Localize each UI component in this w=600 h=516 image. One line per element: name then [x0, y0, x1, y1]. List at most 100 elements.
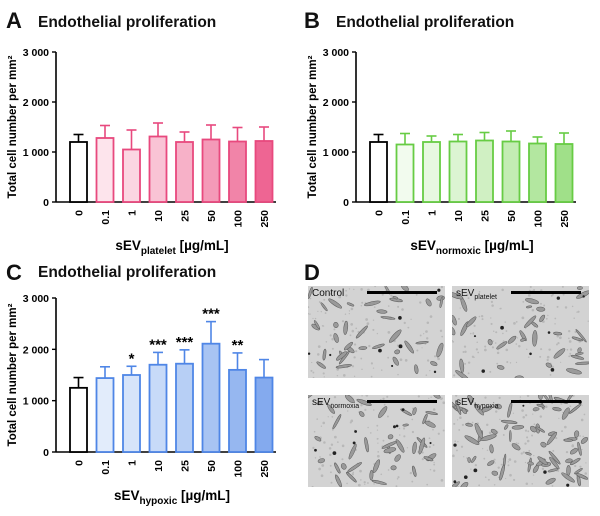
cell-shape [394, 349, 401, 355]
texture-speck [421, 451, 424, 454]
texture-speck [341, 458, 344, 461]
cell-shape [511, 443, 521, 451]
texture-speck [499, 308, 501, 310]
panel-letter-d: D [304, 260, 320, 285]
texture-speck [309, 297, 312, 300]
texture-speck [311, 361, 313, 364]
cell-shape [376, 309, 388, 314]
bar [201, 138, 221, 203]
texture-speck [493, 458, 496, 461]
texture-speck [496, 362, 499, 365]
texture-speck [463, 456, 465, 458]
x-tick-label: 100 [233, 210, 245, 228]
texture-speck [532, 413, 534, 415]
texture-speck [361, 368, 363, 371]
texture-speck [549, 374, 552, 376]
y-axis-label: Total cell number per mm² [307, 55, 319, 198]
dark-spot [332, 451, 337, 455]
texture-speck [437, 432, 440, 435]
y-tick-label: 1 000 [323, 147, 349, 159]
panel-title-a: Endothelial proliferation [38, 14, 217, 31]
texture-speck [415, 293, 418, 296]
texture-speck [478, 290, 481, 293]
texture-speck [321, 325, 324, 327]
texture-speck [433, 461, 435, 464]
bar [175, 362, 194, 453]
y-tick-label: 1 000 [23, 147, 49, 159]
texture-speck [455, 395, 458, 397]
texture-speck [348, 288, 351, 290]
texture-speck [478, 484, 481, 487]
texture-speck [351, 473, 355, 476]
cell-shape [474, 423, 483, 439]
texture-speck [325, 341, 328, 343]
dark-spot [395, 424, 399, 428]
texture-speck [581, 404, 583, 407]
dark-spot [433, 370, 437, 374]
texture-speck [458, 429, 461, 431]
texture-speck [338, 295, 341, 299]
texture-speck [380, 473, 383, 476]
cell-shape [549, 456, 560, 470]
texture-speck [513, 460, 517, 463]
texture-speck [556, 335, 559, 338]
texture-speck [527, 356, 530, 358]
texture-speck [365, 395, 369, 397]
x-tick-label: 0 [374, 210, 386, 216]
texture-speck [331, 347, 334, 350]
cell-shape [423, 456, 434, 462]
chart-b: 0 1 000 2 000 3 000 Total cell number per mm… [307, 47, 576, 257]
texture-speck [493, 483, 496, 486]
texture-speck [569, 348, 573, 351]
texture-speck [585, 462, 587, 464]
texture-speck [341, 320, 345, 323]
dark-spot [463, 475, 468, 480]
cell-shape [553, 331, 563, 336]
y-tick-label: 0 [343, 197, 349, 209]
texture-speck [423, 333, 425, 335]
texture-speck [318, 467, 322, 471]
texture-speck [373, 483, 375, 485]
texture-speck [426, 337, 429, 340]
texture-speck [475, 348, 478, 351]
significance-label: ** [232, 337, 244, 354]
x-tick-label: 25 [180, 460, 192, 472]
panel-letter-c: C [6, 260, 22, 285]
texture-speck [525, 414, 528, 417]
texture-speck [528, 449, 531, 452]
micrograph-label: Control [312, 288, 345, 299]
texture-speck [355, 350, 358, 353]
texture-speck [474, 464, 477, 467]
texture-speck [398, 425, 400, 427]
texture-speck [416, 349, 419, 352]
texture-speck [396, 344, 400, 347]
texture-speck [515, 343, 518, 345]
cell-shape [430, 361, 438, 367]
texture-speck [317, 310, 319, 312]
cell-shape [494, 403, 502, 410]
cell-shape [547, 395, 553, 404]
cell-shape [532, 465, 539, 473]
cell-shape [545, 362, 553, 368]
texture-speck [513, 478, 516, 482]
texture-speck [562, 411, 564, 413]
texture-speck [453, 422, 456, 425]
texture-speck [372, 409, 375, 411]
texture-speck [357, 483, 361, 487]
texture-speck [529, 286, 532, 288]
cell-shape [538, 395, 543, 400]
panel-letter-b: B [304, 8, 320, 33]
texture-speck [348, 310, 351, 312]
texture-speck [459, 416, 462, 420]
dark-spot [453, 443, 457, 447]
cell-shape [418, 437, 426, 455]
y-tick-label: 3 000 [23, 47, 49, 59]
texture-speck [502, 434, 505, 436]
cell-shape [548, 450, 561, 465]
texture-speck [329, 334, 332, 337]
micrograph-label: sEVplatelet [456, 288, 497, 301]
texture-speck [484, 396, 487, 399]
cell-shape [569, 448, 578, 455]
texture-speck [584, 472, 587, 475]
cell-shape [507, 335, 517, 344]
